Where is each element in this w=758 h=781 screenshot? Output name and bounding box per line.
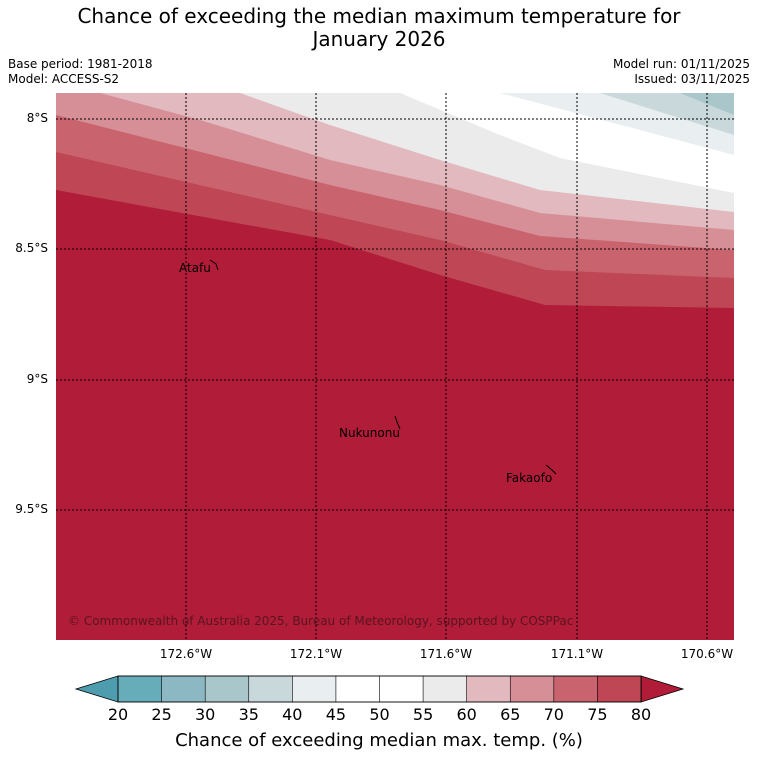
colorbar-under	[74, 675, 119, 703]
colorbar-segment	[335, 675, 381, 703]
colorbar-tick-label: 35	[238, 705, 259, 724]
meta-left: Base period: 1981-2018 Model: ACCESS-S2	[8, 57, 153, 87]
colorbar-tick-label: 70	[543, 705, 564, 724]
place-label-atafu: Atafu	[179, 261, 211, 275]
colorbar-tick-label: 20	[107, 705, 129, 724]
colorbar-segment	[204, 675, 250, 703]
lat-label-9s: 9°S	[26, 372, 48, 386]
atafu-atoll	[209, 259, 219, 271]
contour-30-35	[680, 93, 734, 115]
colorbar-segment	[248, 675, 293, 703]
colorbar-tick-label: 75	[587, 705, 608, 724]
colorbar-segment	[422, 675, 468, 703]
lon-label-172-6w: 172.6°W	[159, 647, 213, 661]
model-name: Model: ACCESS-S2	[8, 72, 120, 86]
lon-label-170-6w: 170.6°W	[680, 647, 734, 661]
meta-right: Model run: 01/11/2025 Issued: 03/11/2025	[613, 57, 750, 87]
colorbar-tick-label: 60	[456, 705, 477, 724]
colorbar-tick-label: 55	[412, 705, 434, 724]
place-label-fakaofo: Fakaofo	[506, 471, 553, 485]
colorbar-segment	[379, 675, 424, 703]
colorbar-tick-label: 25	[151, 705, 172, 724]
colorbar-segments	[117, 675, 642, 703]
lon-label-171-6w: 171.6°W	[419, 647, 473, 661]
colorbar-frame	[117, 675, 642, 703]
colorbar-tick-label: 65	[500, 705, 521, 724]
graticule	[56, 93, 734, 640]
colorbar-segment	[509, 675, 555, 703]
colorbar-tick-label: 45	[325, 705, 347, 724]
colorbar-segment	[117, 675, 163, 703]
colorbar	[74, 675, 685, 703]
colorbar-tick-label: 30	[195, 705, 216, 724]
atolls	[209, 259, 557, 475]
map-title: Chance of exceeding the median maximum t…	[0, 5, 758, 51]
base-period: Base period: 1981-2018	[8, 57, 153, 71]
lat-label-8s: 8°S	[26, 111, 48, 125]
title-line-1: Chance of exceeding the median maximum t…	[77, 4, 681, 28]
colorbar-segment	[292, 675, 337, 703]
colorbar-segment	[553, 675, 599, 703]
nukunonu-atoll	[394, 415, 401, 430]
lat-label-8-5s: 8.5°S	[15, 241, 48, 255]
colorbar-segment	[161, 675, 206, 703]
probability-contours	[56, 93, 734, 640]
lon-label-172-1w: 172.1°W	[289, 647, 343, 661]
issued-date: Issued: 03/11/2025	[634, 72, 750, 86]
contour-35-40	[600, 93, 734, 135]
fakaofo-atoll	[545, 464, 557, 475]
title-line-2: January 2026	[312, 27, 446, 51]
place-label-nukunonu: Nukunonu	[339, 426, 400, 440]
colorbar-tick-label: 50	[369, 705, 390, 724]
colorbar-segment	[466, 675, 511, 703]
colorbar-segment	[597, 675, 642, 703]
lat-label-9-5s: 9.5°S	[15, 502, 48, 516]
colorbar-over	[640, 675, 685, 703]
colorbar-tick-label: 80	[630, 705, 652, 724]
colorbar-label: Chance of exceeding median max. temp. (%…	[175, 730, 583, 751]
lon-label-171-1w: 171.1°W	[550, 647, 604, 661]
colorbar-tick-label: 40	[282, 705, 303, 724]
copyright-notice: © Commonwealth of Australia 2025, Bureau…	[68, 614, 574, 628]
model-run: Model run: 01/11/2025	[612, 57, 750, 71]
